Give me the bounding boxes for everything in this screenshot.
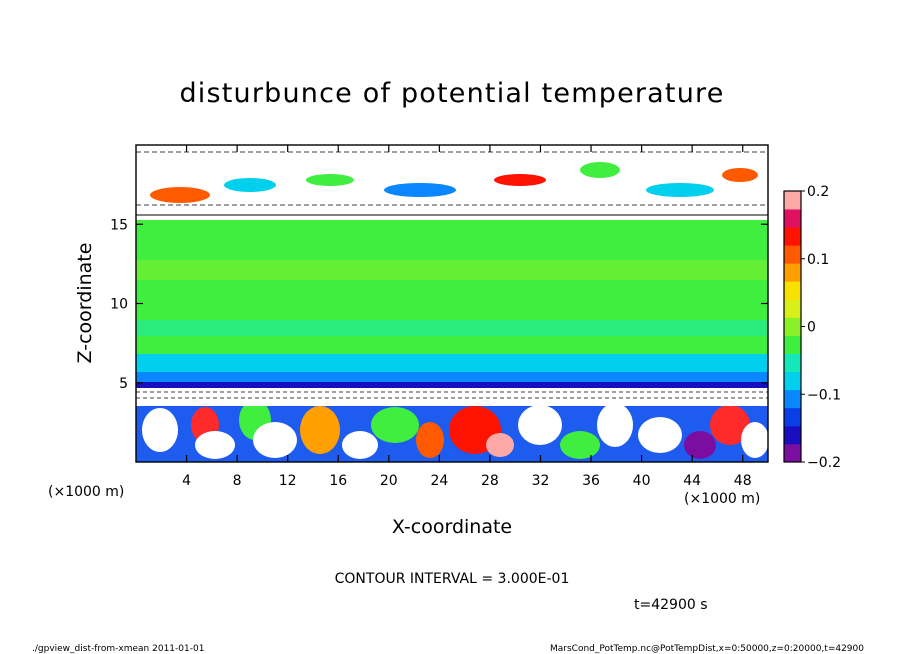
- colorbar-label: 0: [807, 320, 816, 336]
- x-tick-label: 32: [532, 473, 550, 489]
- x-tick-label: 8: [233, 473, 242, 489]
- colorbar-segment: [784, 263, 801, 282]
- colorbar: 0.2 0.1 0 −0.1 −0.2: [783, 184, 841, 471]
- lower-layer-patches: [142, 400, 768, 459]
- colorbar-segment: [784, 335, 801, 354]
- x-axis-label: X-coordinate: [392, 516, 512, 538]
- footer-left: ./gpview_dist-from-xmean 2011-01-01: [32, 644, 204, 654]
- colorbar-segment: [784, 407, 801, 427]
- y-tick-label: 5: [119, 376, 128, 392]
- colorbar-label: −0.1: [807, 387, 841, 403]
- x-tick-label: 40: [633, 473, 651, 489]
- colorbar-segment: [784, 227, 801, 246]
- x-axis-ticks: 4 8 12 16 20 24 28 32 36 40 44 48: [182, 145, 752, 489]
- colorbar-segment: [784, 209, 801, 228]
- x-tick-label: 36: [582, 473, 600, 489]
- y-axis-label: Z-coordinate: [74, 243, 96, 364]
- colorbar-segment: [784, 191, 801, 210]
- colorbar-label: 0.1: [807, 252, 829, 268]
- colorbar-segment: [784, 389, 801, 409]
- colorbar-segment: [784, 281, 801, 300]
- time-label: t=42900 s: [634, 597, 708, 613]
- x-tick-label: 4: [182, 473, 191, 489]
- colorbar-segment: [784, 425, 801, 445]
- chart-title: disturbunce of potential temperature: [179, 78, 724, 109]
- colorbar-segment: [784, 299, 801, 318]
- colorbar-segment: [784, 245, 801, 264]
- upper-layer-patches: [150, 162, 758, 203]
- y-tick-label: 15: [110, 217, 128, 233]
- colorbar-segment: [784, 353, 801, 373]
- x-tick-label: 44: [683, 473, 701, 489]
- colorbar-label: 0.2: [807, 184, 829, 200]
- x-tick-label: 24: [430, 473, 448, 489]
- x-tick-label: 16: [329, 473, 347, 489]
- x-tick-label: 28: [481, 473, 499, 489]
- colorbar-segment: [784, 317, 801, 336]
- x-tick-label: 12: [279, 473, 297, 489]
- x-tick-label: 48: [734, 473, 752, 489]
- y-axis-ticks: 5 10 15: [110, 217, 768, 392]
- footer-right: MarsCond_PotTemp.nc@PotTempDist,x=0:5000…: [550, 644, 864, 654]
- contour-interval: CONTOUR INTERVAL = 3.000E-01: [335, 571, 570, 587]
- y-tick-label: 10: [110, 297, 128, 313]
- x-axis-unit-left: (×1000 m): [48, 484, 124, 500]
- colorbar-segment: [784, 443, 801, 463]
- colorbar-label: −0.2: [807, 455, 841, 471]
- x-axis-unit-right: (×1000 m): [684, 491, 760, 507]
- x-tick-label: 20: [380, 473, 398, 489]
- colorbar-segment: [784, 371, 801, 391]
- plot-area: [136, 145, 768, 462]
- field-band-white: [136, 388, 768, 406]
